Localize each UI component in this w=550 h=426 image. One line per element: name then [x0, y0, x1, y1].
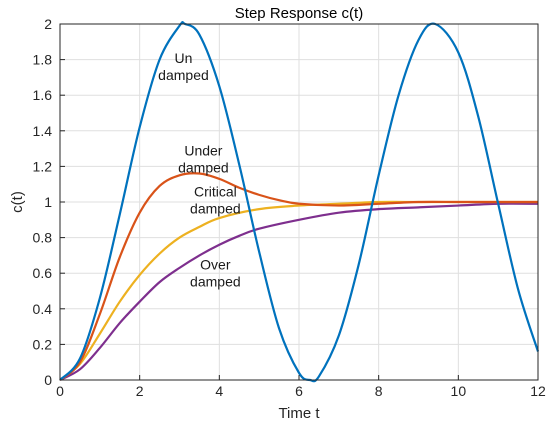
series-line-under — [59, 172, 538, 381]
annotation-line: Over — [200, 257, 231, 273]
plot-frame — [59, 23, 539, 381]
tick-labels: 0 2 4 6 8 10 12 0 0.2 0.4 0.6 0.8 1 1.2 1.4 1.6 1.8 2 — [33, 16, 546, 399]
y-tick-label: 0.2 — [33, 336, 53, 352]
series-line-undamped — [59, 21, 540, 383]
annotation-line: Un — [175, 50, 193, 66]
x-tick-label: 12 — [530, 383, 546, 399]
annotation-label: Over damped — [190, 257, 241, 290]
x-tick-label: 8 — [375, 383, 383, 399]
series-lines — [59, 21, 540, 383]
series-line-over — [59, 202, 539, 381]
annotation-label: Under damped — [178, 143, 229, 176]
annotation-line: Under — [184, 143, 222, 159]
annotation-line: Critical — [194, 184, 237, 200]
x-tick-label: 2 — [136, 383, 144, 399]
y-tick-label: 1.2 — [33, 158, 53, 174]
x-tick-label: 4 — [215, 383, 223, 399]
x-tick-label: 10 — [451, 383, 467, 399]
y-tick-label: 1.4 — [33, 123, 53, 139]
x-axis-label: Time t — [278, 405, 320, 422]
y-tick-label: 0.4 — [33, 301, 53, 317]
x-tick-label: 6 — [295, 383, 303, 399]
axes — [59, 23, 539, 381]
annotation-line: damped — [178, 160, 229, 176]
annotation-label: Un damped — [158, 50, 209, 83]
y-axis-label: c(t) — [9, 191, 26, 213]
annotation-line: damped — [158, 67, 209, 83]
annotation-label: Critical damped — [190, 184, 241, 217]
y-tick-label: 2 — [44, 16, 52, 32]
y-tick-label: 0.8 — [33, 230, 53, 246]
x-tick-label: 0 — [56, 383, 64, 399]
y-tick-label: 1 — [44, 194, 52, 210]
y-tick-label: 0 — [44, 372, 52, 388]
annotation-line: damped — [190, 274, 241, 290]
y-tick-label: 1.6 — [33, 87, 53, 103]
y-tick-label: 0.6 — [33, 265, 53, 281]
y-tick-label: 1.8 — [33, 52, 53, 68]
annotation-line: damped — [190, 201, 241, 217]
chart-title: Step Response c(t) — [235, 5, 363, 22]
